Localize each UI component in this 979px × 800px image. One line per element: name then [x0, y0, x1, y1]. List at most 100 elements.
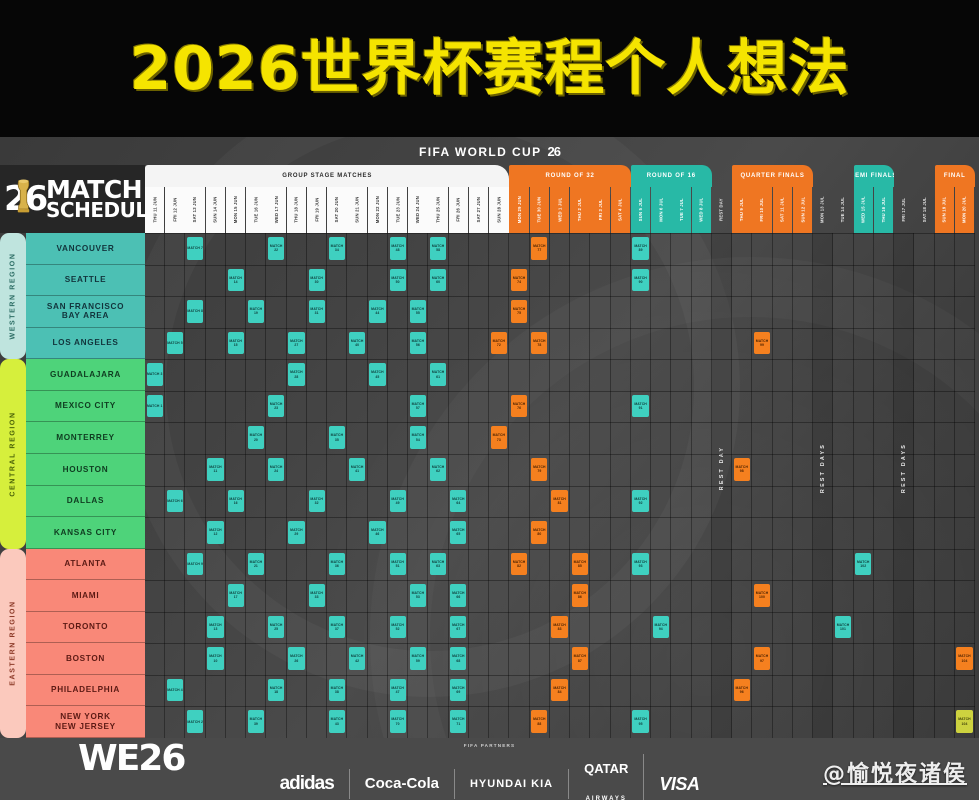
city-label-boston[interactable]: BOSTON [26, 643, 145, 675]
match-cell[interactable]: MATCH 9 [187, 552, 204, 576]
match-cell[interactable]: MATCH 52 [389, 615, 406, 639]
match-cell[interactable]: MATCH 34 [328, 237, 346, 260]
match-cell[interactable]: MATCH 21 [247, 552, 265, 576]
match-cell[interactable]: MATCH 44 [369, 300, 386, 323]
match-cell[interactable]: MATCH 16 [227, 489, 244, 513]
match-cell[interactable]: MATCH 71 [450, 710, 467, 733]
match-cell[interactable]: MATCH 35 [328, 426, 346, 449]
match-cell[interactable]: MATCH 76 [510, 394, 528, 418]
match-cell[interactable]: MATCH 92 [632, 489, 649, 513]
match-cell[interactable]: MATCH 99 [753, 331, 771, 355]
city-label-new-york-new-jersey[interactable]: NEW YORK NEW JERSEY [26, 706, 145, 738]
match-cell[interactable]: MATCH 59 [409, 647, 426, 670]
city-label-kansas-city[interactable]: KANSAS CITY [26, 517, 145, 549]
match-cell[interactable]: MATCH 37 [328, 615, 346, 639]
match-cell[interactable]: MATCH 46 [369, 521, 386, 544]
city-label-houston[interactable]: HOUSTON [26, 453, 145, 486]
match-cell[interactable]: MATCH 26 [288, 647, 305, 670]
match-cell[interactable]: MATCH 87 [571, 647, 588, 670]
match-cell[interactable]: MATCH 27 [288, 331, 305, 355]
match-cell[interactable]: MATCH 10 [207, 647, 224, 670]
match-cell[interactable]: MATCH 81 [551, 489, 568, 513]
match-cell[interactable]: MATCH 95 [632, 710, 649, 733]
match-cell[interactable]: MATCH 93 [632, 552, 649, 576]
match-cell[interactable]: MATCH 57 [409, 394, 426, 418]
match-cell[interactable]: MATCH 85 [571, 552, 588, 576]
match-cell[interactable]: MATCH 90 [632, 268, 649, 292]
match-cell[interactable]: MATCH 55 [409, 300, 426, 323]
match-cell[interactable]: MATCH 98 [733, 457, 750, 481]
match-cell[interactable]: MATCH 36 [328, 552, 346, 576]
match-cell[interactable]: MATCH 88 [531, 710, 548, 733]
match-cell[interactable]: MATCH 15 [227, 331, 244, 355]
match-cell[interactable]: MATCH 62 [430, 457, 447, 481]
match-cell[interactable]: MATCH 67 [450, 615, 467, 639]
match-cell[interactable]: MATCH 96 [733, 678, 750, 702]
match-cell[interactable]: MATCH 54 [409, 426, 426, 449]
match-cell[interactable]: MATCH 68 [450, 647, 467, 670]
city-label-vancouver[interactable]: VANCOUVER [26, 233, 145, 265]
match-cell[interactable]: MATCH 2 [187, 710, 204, 733]
match-cell[interactable]: MATCH 82 [510, 552, 528, 576]
match-cell[interactable]: MATCH 53 [409, 584, 426, 607]
match-cell[interactable]: MATCH 18 [268, 678, 285, 702]
city-label-toronto[interactable]: TORONTO [26, 611, 145, 644]
match-cell[interactable]: MATCH 100 [753, 584, 771, 607]
city-label-monterrey[interactable]: MONTERREY [26, 422, 145, 454]
match-cell[interactable]: MATCH 6 [166, 489, 184, 513]
match-cell[interactable]: MATCH 84 [551, 678, 568, 702]
city-label-san-francisco-bay-area[interactable]: SAN FRANCISCO BAY AREA [26, 296, 145, 328]
match-cell[interactable]: MATCH 41 [349, 457, 366, 481]
match-cell[interactable]: MATCH 29 [288, 521, 305, 544]
match-cell[interactable]: MATCH 1 [146, 394, 163, 418]
match-cell[interactable]: MATCH 101 [834, 615, 852, 639]
match-cell[interactable]: MATCH 94 [652, 615, 669, 639]
match-cell[interactable]: MATCH 70 [389, 710, 406, 733]
match-cell[interactable]: MATCH 48 [389, 237, 406, 260]
match-cell[interactable]: MATCH 3 [146, 363, 163, 386]
match-cell[interactable]: MATCH 38 [328, 678, 346, 702]
match-cell[interactable]: MATCH 5 [166, 331, 184, 355]
match-cell[interactable]: MATCH 91 [632, 394, 649, 418]
match-cell[interactable]: MATCH 78 [531, 331, 548, 355]
match-cell[interactable]: MATCH 79 [531, 457, 548, 481]
match-cell[interactable]: MATCH 33 [308, 584, 325, 607]
match-cell[interactable]: MATCH 17 [227, 584, 244, 607]
match-cell[interactable]: MATCH 50 [389, 268, 406, 292]
match-cell[interactable]: MATCH 75 [510, 300, 528, 323]
match-cell[interactable]: MATCH 4 [166, 678, 184, 702]
match-cell[interactable]: MATCH 72 [490, 331, 507, 355]
match-cell[interactable]: MATCH 28 [288, 363, 305, 386]
city-label-guadalajara[interactable]: GUADALAJARA [26, 359, 145, 391]
city-label-philadelphia[interactable]: PHILADELPHIA [26, 674, 145, 707]
match-cell[interactable]: MATCH 19 [247, 300, 265, 323]
match-cell[interactable]: MATCH 23 [268, 394, 285, 418]
match-cell[interactable]: MATCH 102 [855, 552, 872, 576]
match-cell[interactable]: MATCH 22 [268, 237, 285, 260]
match-cell[interactable]: MATCH 30 [308, 268, 325, 292]
city-label-miami[interactable]: MIAMI [26, 580, 145, 612]
match-cell[interactable]: MATCH 8 [187, 300, 204, 323]
match-cell[interactable]: MATCH 65 [450, 521, 467, 544]
match-cell[interactable]: MATCH 51 [389, 552, 406, 576]
match-cell[interactable]: MATCH 31 [308, 300, 325, 323]
match-cell[interactable]: MATCH 11 [207, 457, 224, 481]
match-cell[interactable]: MATCH 58 [430, 237, 447, 260]
match-cell[interactable]: MATCH 32 [308, 489, 325, 513]
match-cell[interactable]: MATCH 49 [389, 489, 406, 513]
match-cell[interactable]: MATCH 20 [247, 426, 265, 449]
city-label-seattle[interactable]: SEATTLE [26, 264, 145, 297]
match-cell[interactable]: MATCH 60 [430, 268, 447, 292]
match-cell[interactable]: MATCH 63 [430, 552, 447, 576]
match-cell[interactable]: MATCH 61 [430, 363, 447, 386]
match-cell[interactable]: MATCH 25 [268, 615, 285, 639]
match-cell[interactable]: MATCH 24 [268, 457, 285, 481]
match-cell[interactable]: MATCH 80 [531, 521, 548, 544]
city-label-dallas[interactable]: DALLAS [26, 485, 145, 518]
match-cell[interactable]: MATCH 56 [409, 331, 426, 355]
match-cell[interactable]: MATCH 13 [207, 615, 224, 639]
match-cell[interactable]: MATCH 83 [551, 615, 568, 639]
match-cell[interactable]: MATCH 77 [531, 237, 548, 260]
match-cell[interactable]: MATCH 12 [207, 521, 224, 544]
match-cell[interactable]: MATCH 97 [753, 647, 771, 670]
